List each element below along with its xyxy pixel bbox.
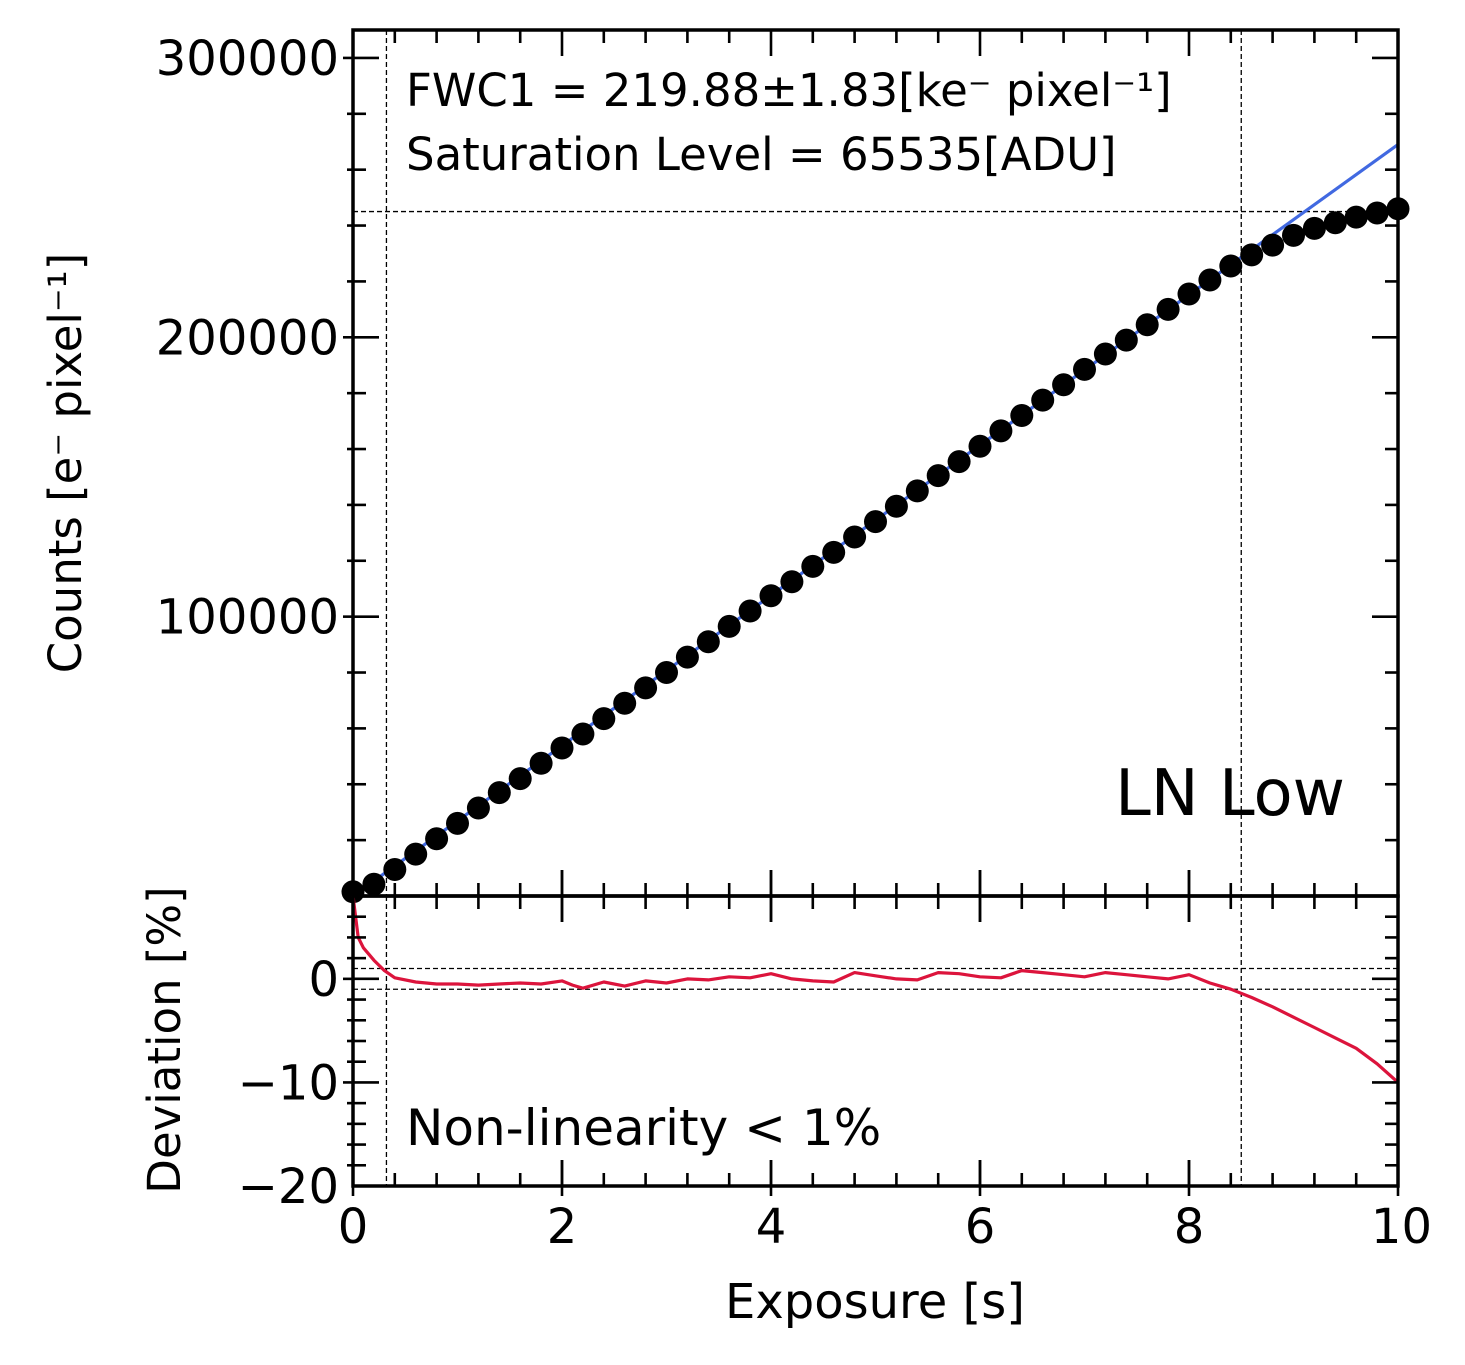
data-point: [1177, 282, 1201, 306]
data-point: [926, 464, 950, 488]
data-point: [1219, 254, 1243, 278]
data-point: [989, 419, 1013, 443]
x-tick-label: 0: [338, 1199, 369, 1255]
data-point: [843, 525, 867, 549]
data-point: [529, 751, 553, 775]
data-point: [655, 661, 678, 685]
deviation-line: [351, 895, 1400, 1084]
bottom-guide-lines: [353, 896, 1398, 1186]
bottom-axes-frame: [351, 894, 1400, 1188]
data-point: [1344, 205, 1368, 229]
data-point: [1093, 342, 1117, 366]
data-point: [1156, 297, 1180, 321]
data-point: [822, 540, 846, 564]
data-point: [1052, 373, 1076, 397]
data-point: [446, 811, 469, 835]
data-point: [508, 767, 532, 791]
data-point: [905, 479, 929, 503]
data-point: [1010, 404, 1034, 428]
y-axis-label-deviation: Deviation [%]: [138, 886, 191, 1193]
data-point: [404, 842, 428, 866]
data-point: [1031, 388, 1055, 412]
data-point: [571, 722, 595, 746]
data-point: [759, 584, 783, 608]
x-tick-label: 2: [547, 1199, 578, 1255]
bottom-y-tick-labels: 0 −10 −20: [238, 952, 339, 1215]
data-points: [341, 197, 1410, 904]
x-tick-label: 10: [1371, 1199, 1432, 1255]
data-point: [1323, 211, 1347, 235]
data-point: [864, 510, 887, 534]
data-point: [613, 691, 637, 715]
data-point: [1365, 201, 1389, 225]
top-guide-lines: [353, 30, 1398, 896]
data-point: [592, 707, 616, 731]
data-point: [1135, 313, 1159, 337]
data-point: [738, 599, 762, 623]
top-y-tick-label: 100000: [156, 590, 339, 646]
data-point: [1282, 223, 1305, 247]
data-point: [968, 434, 992, 458]
data-point: [717, 614, 741, 638]
data-point: [675, 645, 699, 669]
bottom-y-tick-label: −10: [238, 1055, 339, 1111]
data-point: [383, 857, 407, 881]
bottom-panel: 0 −10 −20 0 2 4 6 8 10 Non-linearity < 1% Devia…: [138, 886, 1432, 1330]
data-point: [634, 676, 658, 700]
data-point: [1073, 357, 1096, 381]
data-point: [425, 827, 449, 851]
x-tick-label: 6: [965, 1199, 996, 1255]
data-point: [550, 736, 574, 760]
data-point: [487, 781, 511, 805]
data-point: [362, 872, 386, 896]
data-point: [1302, 216, 1326, 240]
data-point: [884, 494, 908, 518]
y-axis-label-counts: Counts [e⁻ pixel⁻¹]: [39, 253, 92, 674]
x-axis-label: Exposure [s]: [725, 1274, 1025, 1330]
top-panel: 100000 200000 300000 FWC1 = 219.88±1.83[ke…: [39, 28, 1410, 904]
x-tick-label: 4: [756, 1199, 787, 1255]
x-tick-label: 8: [1174, 1199, 1205, 1255]
data-point: [780, 570, 804, 594]
data-point: [1114, 328, 1138, 352]
saturation-annotation: Saturation Level = 65535[ADU]: [406, 128, 1117, 181]
bottom-y-tick-label: −20: [238, 1159, 339, 1215]
bottom-y-tick-label: 0: [308, 952, 339, 1008]
top-y-tick-label: 200000: [156, 310, 339, 366]
top-y-tick-label: 300000: [156, 31, 339, 87]
data-point: [801, 554, 825, 578]
data-point: [1198, 268, 1222, 292]
x-tick-labels: 0 2 4 6 8 10: [338, 1199, 1432, 1255]
fwc-annotation: FWC1 = 219.88±1.83[ke⁻ pixel⁻¹]: [406, 64, 1172, 117]
mode-label: LN Low: [1115, 757, 1345, 831]
nonlinearity-label: Non-linearity < 1%: [406, 1099, 881, 1157]
data-point: [947, 450, 971, 474]
data-point: [466, 796, 490, 820]
data-point: [696, 630, 720, 654]
data-point: [1261, 233, 1285, 257]
data-point: [1240, 243, 1264, 267]
top-y-tick-labels: 100000 200000 300000: [156, 31, 339, 646]
